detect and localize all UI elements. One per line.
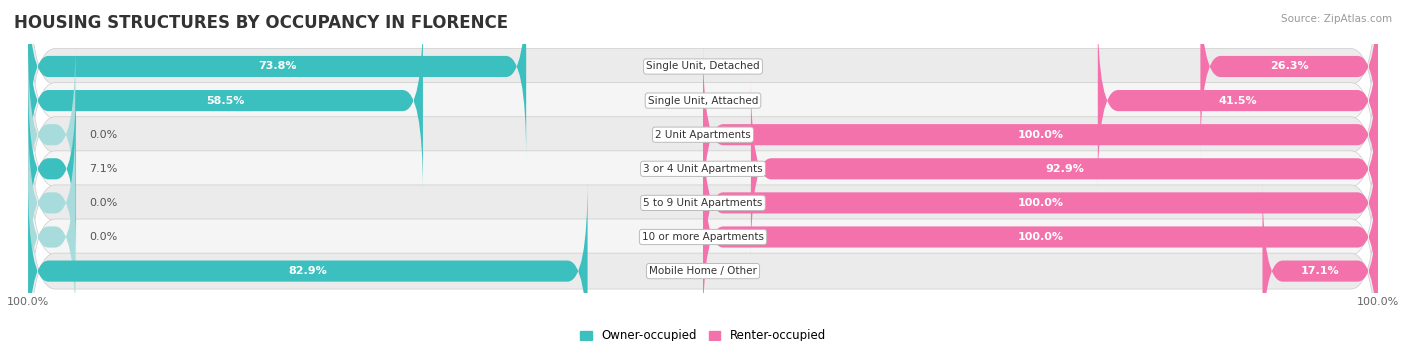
Text: 73.8%: 73.8% xyxy=(257,61,297,72)
Text: 17.1%: 17.1% xyxy=(1301,266,1340,276)
Text: 5 to 9 Unit Apartments: 5 to 9 Unit Apartments xyxy=(644,198,762,208)
FancyBboxPatch shape xyxy=(28,119,1378,341)
FancyBboxPatch shape xyxy=(1098,9,1378,192)
FancyBboxPatch shape xyxy=(28,85,1378,321)
Text: Single Unit, Attached: Single Unit, Attached xyxy=(648,95,758,106)
Text: 10 or more Apartments: 10 or more Apartments xyxy=(643,232,763,242)
Text: HOUSING STRUCTURES BY OCCUPANCY IN FLORENCE: HOUSING STRUCTURES BY OCCUPANCY IN FLORE… xyxy=(14,14,508,32)
FancyBboxPatch shape xyxy=(28,16,1378,253)
Text: 0.0%: 0.0% xyxy=(89,232,117,242)
FancyBboxPatch shape xyxy=(28,111,76,295)
FancyBboxPatch shape xyxy=(28,179,588,341)
Text: 41.5%: 41.5% xyxy=(1219,95,1257,106)
FancyBboxPatch shape xyxy=(28,145,76,329)
Legend: Owner-occupied, Renter-occupied: Owner-occupied, Renter-occupied xyxy=(579,329,827,341)
Text: 3 or 4 Unit Apartments: 3 or 4 Unit Apartments xyxy=(643,164,763,174)
FancyBboxPatch shape xyxy=(28,0,1378,185)
Text: Single Unit, Detached: Single Unit, Detached xyxy=(647,61,759,72)
Text: 2 Unit Apartments: 2 Unit Apartments xyxy=(655,130,751,140)
FancyBboxPatch shape xyxy=(28,153,1378,341)
Text: 100.0%: 100.0% xyxy=(1018,198,1063,208)
Text: 82.9%: 82.9% xyxy=(288,266,328,276)
Text: 58.5%: 58.5% xyxy=(207,95,245,106)
FancyBboxPatch shape xyxy=(28,0,526,158)
FancyBboxPatch shape xyxy=(703,145,1378,329)
FancyBboxPatch shape xyxy=(1263,179,1378,341)
Text: 100.0%: 100.0% xyxy=(1018,130,1063,140)
FancyBboxPatch shape xyxy=(28,77,76,261)
Text: Mobile Home / Other: Mobile Home / Other xyxy=(650,266,756,276)
Text: 100.0%: 100.0% xyxy=(1018,232,1063,242)
FancyBboxPatch shape xyxy=(28,9,423,192)
FancyBboxPatch shape xyxy=(28,50,1378,287)
Text: 0.0%: 0.0% xyxy=(89,130,117,140)
FancyBboxPatch shape xyxy=(703,111,1378,295)
FancyBboxPatch shape xyxy=(1201,0,1378,158)
Text: 26.3%: 26.3% xyxy=(1270,61,1309,72)
FancyBboxPatch shape xyxy=(28,43,76,226)
Text: 92.9%: 92.9% xyxy=(1045,164,1084,174)
FancyBboxPatch shape xyxy=(703,43,1378,226)
Text: 0.0%: 0.0% xyxy=(89,198,117,208)
FancyBboxPatch shape xyxy=(28,0,1378,219)
Text: 7.1%: 7.1% xyxy=(90,164,118,174)
Text: Source: ZipAtlas.com: Source: ZipAtlas.com xyxy=(1281,14,1392,24)
FancyBboxPatch shape xyxy=(751,77,1378,261)
